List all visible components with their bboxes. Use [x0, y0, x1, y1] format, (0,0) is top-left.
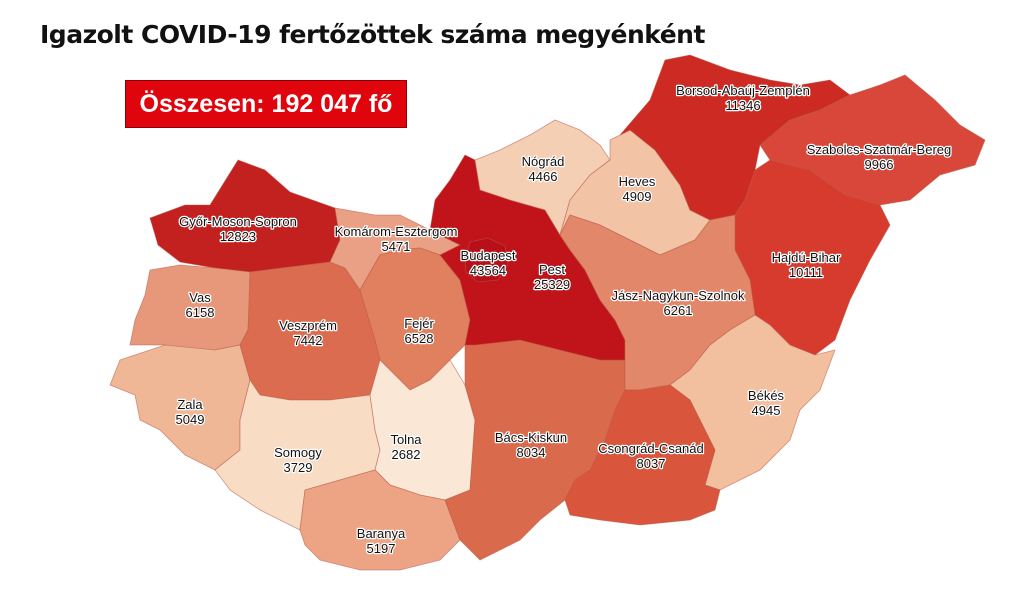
county-value-label: 3729	[284, 460, 313, 475]
county-value-label: 4466	[529, 169, 558, 184]
county-name-label: Budapest	[461, 248, 516, 263]
county-name-label: Fejér	[404, 316, 434, 331]
county-value-label: 6528	[405, 331, 434, 346]
county-name-label: Tolna	[390, 432, 422, 447]
county-name-label: Komárom-Esztergom	[335, 224, 458, 239]
county-name-label: Veszprém	[279, 318, 337, 333]
county-name-label: Baranya	[357, 526, 406, 541]
county-name-label: Somogy	[274, 445, 322, 460]
county-name-label: Bács-Kiskun	[495, 430, 567, 445]
county-budapest	[464, 237, 509, 283]
county-value-label: 5471	[382, 239, 411, 254]
county-name-label: Heves	[619, 174, 656, 189]
county-value-label: 11346	[725, 98, 760, 113]
county-value-label: 7442	[294, 333, 323, 348]
county-name-label: Nógrád	[522, 154, 565, 169]
county-value-label: 8037	[637, 456, 666, 471]
county-value-label: 2682	[392, 447, 421, 462]
county-name-label: Békés	[748, 388, 785, 403]
county-value-label: 5197	[367, 541, 396, 556]
total-cases-badge: Összesen: 192 047 fő	[125, 80, 407, 128]
county-value-label: 9966	[865, 157, 894, 172]
map-title: Igazolt COVID-19 fertőzöttek száma megyé…	[40, 20, 705, 49]
county-name-label: Pest	[539, 262, 565, 277]
county-name-label: Borsod-Abaúj-Zemplén	[676, 83, 810, 98]
county-name-label: Győr-Moson-Sopron	[179, 214, 297, 229]
county-value-label: 25329	[534, 277, 570, 292]
county-name-label: Hajdú-Bihar	[772, 250, 841, 265]
county-value-label: 4945	[752, 403, 781, 418]
county-name-label: Zala	[177, 397, 203, 412]
county-value-label: 8034	[517, 445, 546, 460]
county-name-label: Vas	[189, 290, 211, 305]
county-value-label: 10111	[789, 265, 823, 280]
county-baranya	[299, 469, 461, 571]
county-name-label: Csongrád-Csanád	[598, 441, 704, 456]
county-value-label: 5049	[176, 412, 205, 427]
county-name-label: Szabolcs-Szatmár-Bereg	[807, 142, 952, 157]
county-value-label: 43564	[470, 263, 506, 278]
county-name-label: Jász-Nagykun-Szolnok	[612, 288, 745, 303]
county-value-label: 6261	[664, 303, 693, 318]
county-value-label: 12823	[220, 229, 256, 244]
county-value-label: 4909	[623, 189, 652, 204]
county-csongrad-csanad	[564, 384, 721, 526]
county-value-label: 6158	[186, 305, 215, 320]
